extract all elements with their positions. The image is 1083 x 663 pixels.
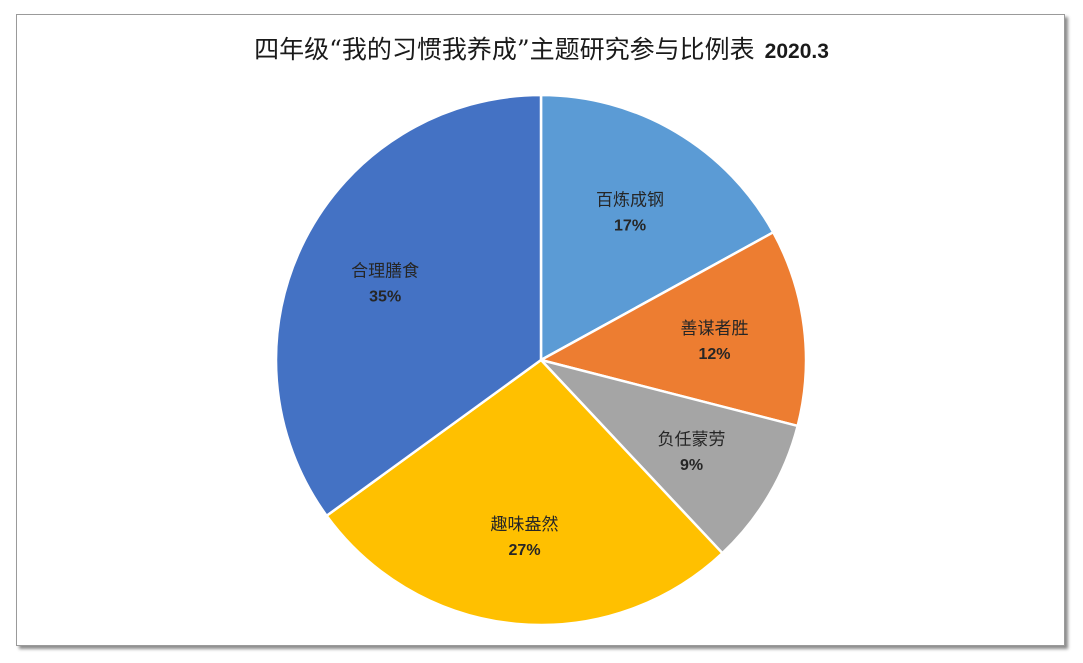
- slice-label-category-2: 善谋者胜: [681, 319, 749, 339]
- chart-title: 四年级“我的习惯我养成”主题研究参与比例表 2020.3: [0, 30, 1083, 66]
- pie-slice-2: [539, 231, 808, 428]
- slice-label-percent-5: 35%: [369, 289, 401, 306]
- pie-slice-5: [274, 93, 543, 518]
- slice-label-category-3: 负任蒙劳: [658, 430, 726, 450]
- slice-label-percent-2: 12%: [699, 346, 731, 363]
- slice-label-category-4: 趣味盎然: [491, 515, 559, 535]
- pie-slice-1: [539, 93, 775, 362]
- pie-slice-4: [325, 358, 724, 627]
- slice-label-category-5: 合理膳食: [351, 262, 419, 282]
- chart-subtitle-date: 2020.3: [764, 40, 829, 63]
- slice-label-percent-3: 9%: [680, 457, 703, 474]
- pie-slice-3: [539, 358, 799, 555]
- slice-label-percent-4: 27%: [509, 542, 541, 559]
- chart-title-text: 四年级“我的习惯我养成”主题研究参与比例表: [254, 35, 755, 64]
- slice-label-category-1: 百炼成钢: [596, 190, 664, 210]
- slice-label-percent-1: 17%: [614, 217, 646, 234]
